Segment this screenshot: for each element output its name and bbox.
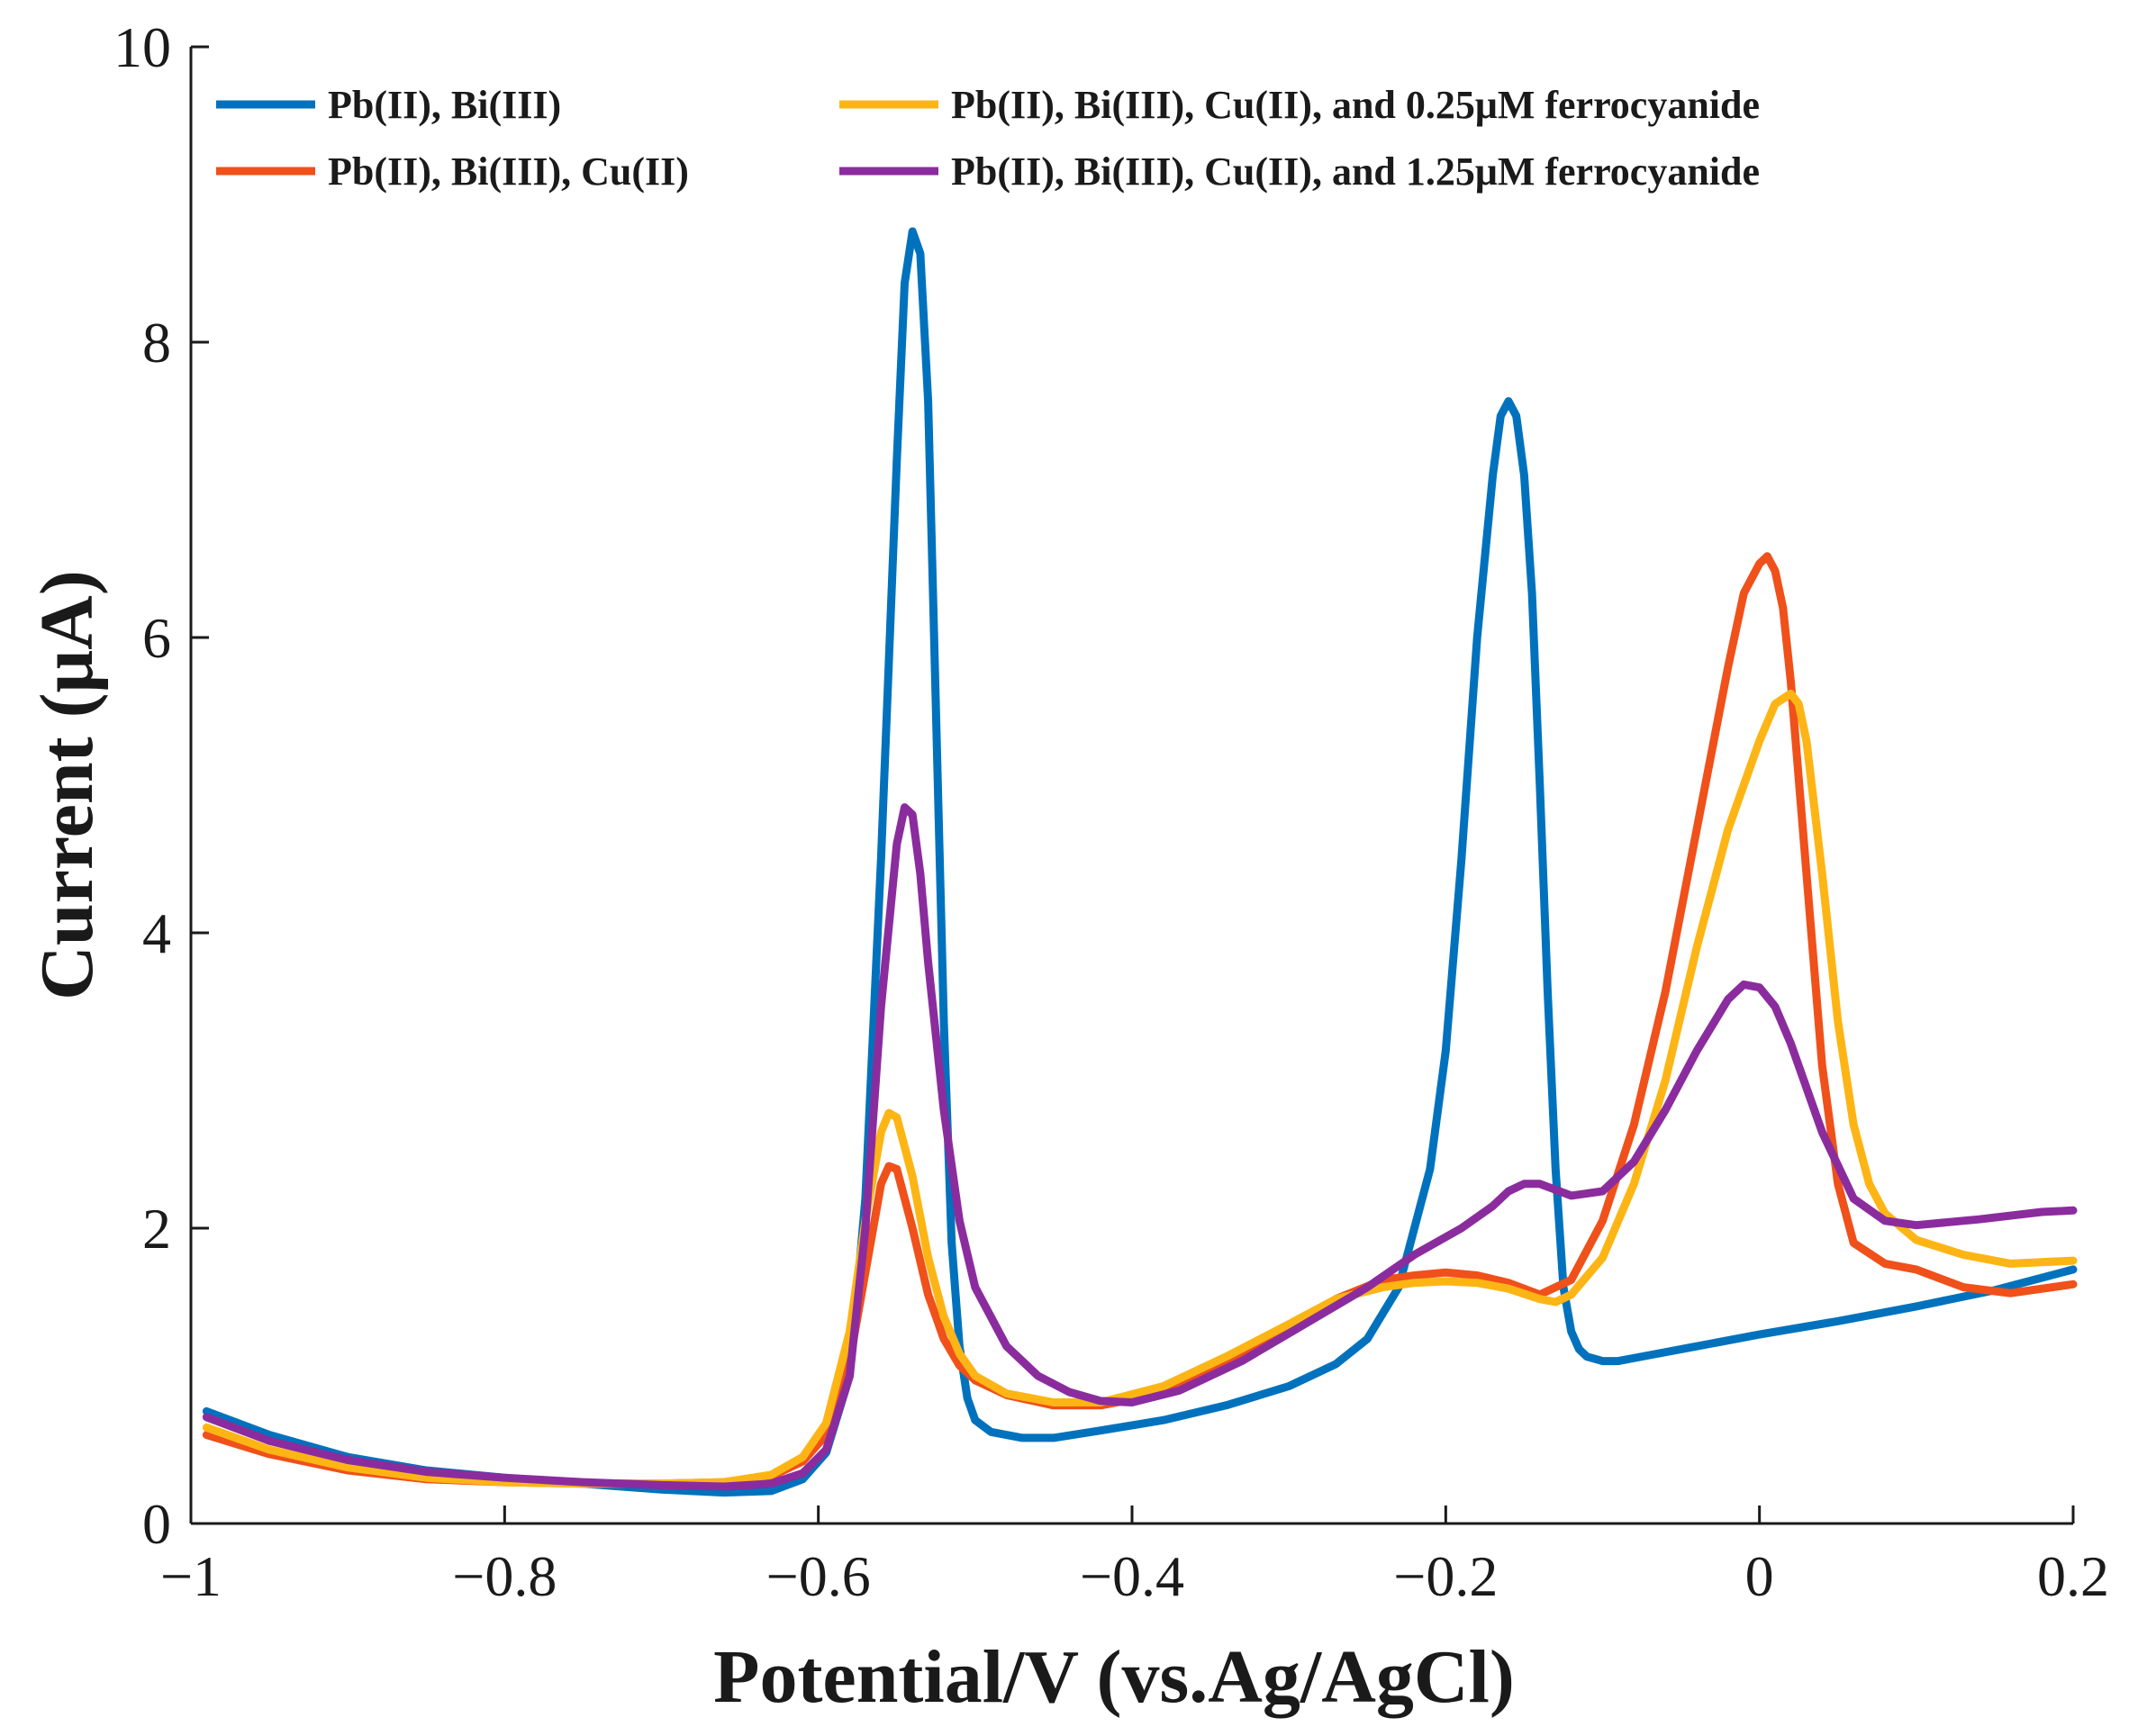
series-line-3: [202, 689, 2078, 1488]
y-tick-label: 0: [142, 1492, 171, 1556]
series-group: [202, 227, 2078, 1497]
x-tick-label: 0: [1745, 1544, 1774, 1608]
y-tick-label: 10: [113, 15, 171, 79]
y-tick-label: 6: [142, 606, 171, 670]
y-axis-title: Current (μA): [25, 570, 109, 1000]
legend-label-3: Pb(II), Bi(III), Cu(II), and 0.25μM ferr…: [951, 83, 1760, 127]
y-tick-label: 4: [142, 901, 171, 965]
x-tick-label: 0.2: [2037, 1544, 2109, 1608]
legend-label-1: Pb(II), Bi(III): [328, 83, 561, 127]
x-axis-title: Potential/V (vs.Ag/AgCl): [713, 1635, 1515, 1719]
x-tick-label: −1: [160, 1544, 222, 1608]
y-tick-label: 2: [142, 1197, 171, 1261]
legend-label-2: Pb(II), Bi(III), Cu(II): [328, 149, 689, 194]
x-tick-label: −0.6: [766, 1544, 871, 1608]
x-tick-label: −0.2: [1393, 1544, 1498, 1608]
y-tick-label: 8: [142, 311, 171, 375]
series-line-1: [202, 227, 2078, 1497]
legend-label-4: Pb(II), Bi(III), Cu(II), and 1.25μM ferr…: [951, 149, 1760, 194]
axes: −1 −0.8 −0.6 −0.4 −0.2 0 0.2 0 2 4 6 8 10 Potential/V…: [25, 15, 2109, 1719]
x-tick-label: −0.4: [1080, 1544, 1184, 1608]
legend: Pb(II), Bi(III) Pb(II), Bi(III), Cu(II) Pb…: [216, 83, 1760, 194]
x-tick-label: −0.8: [452, 1544, 557, 1608]
series-line-4: [202, 803, 2078, 1491]
